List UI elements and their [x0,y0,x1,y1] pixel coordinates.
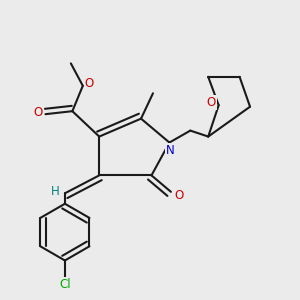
Text: O: O [85,77,94,90]
Text: H: H [51,185,60,198]
Text: Cl: Cl [59,278,71,291]
Text: O: O [207,96,216,109]
Text: O: O [175,189,184,202]
Text: O: O [33,106,43,119]
Text: N: N [166,143,175,157]
